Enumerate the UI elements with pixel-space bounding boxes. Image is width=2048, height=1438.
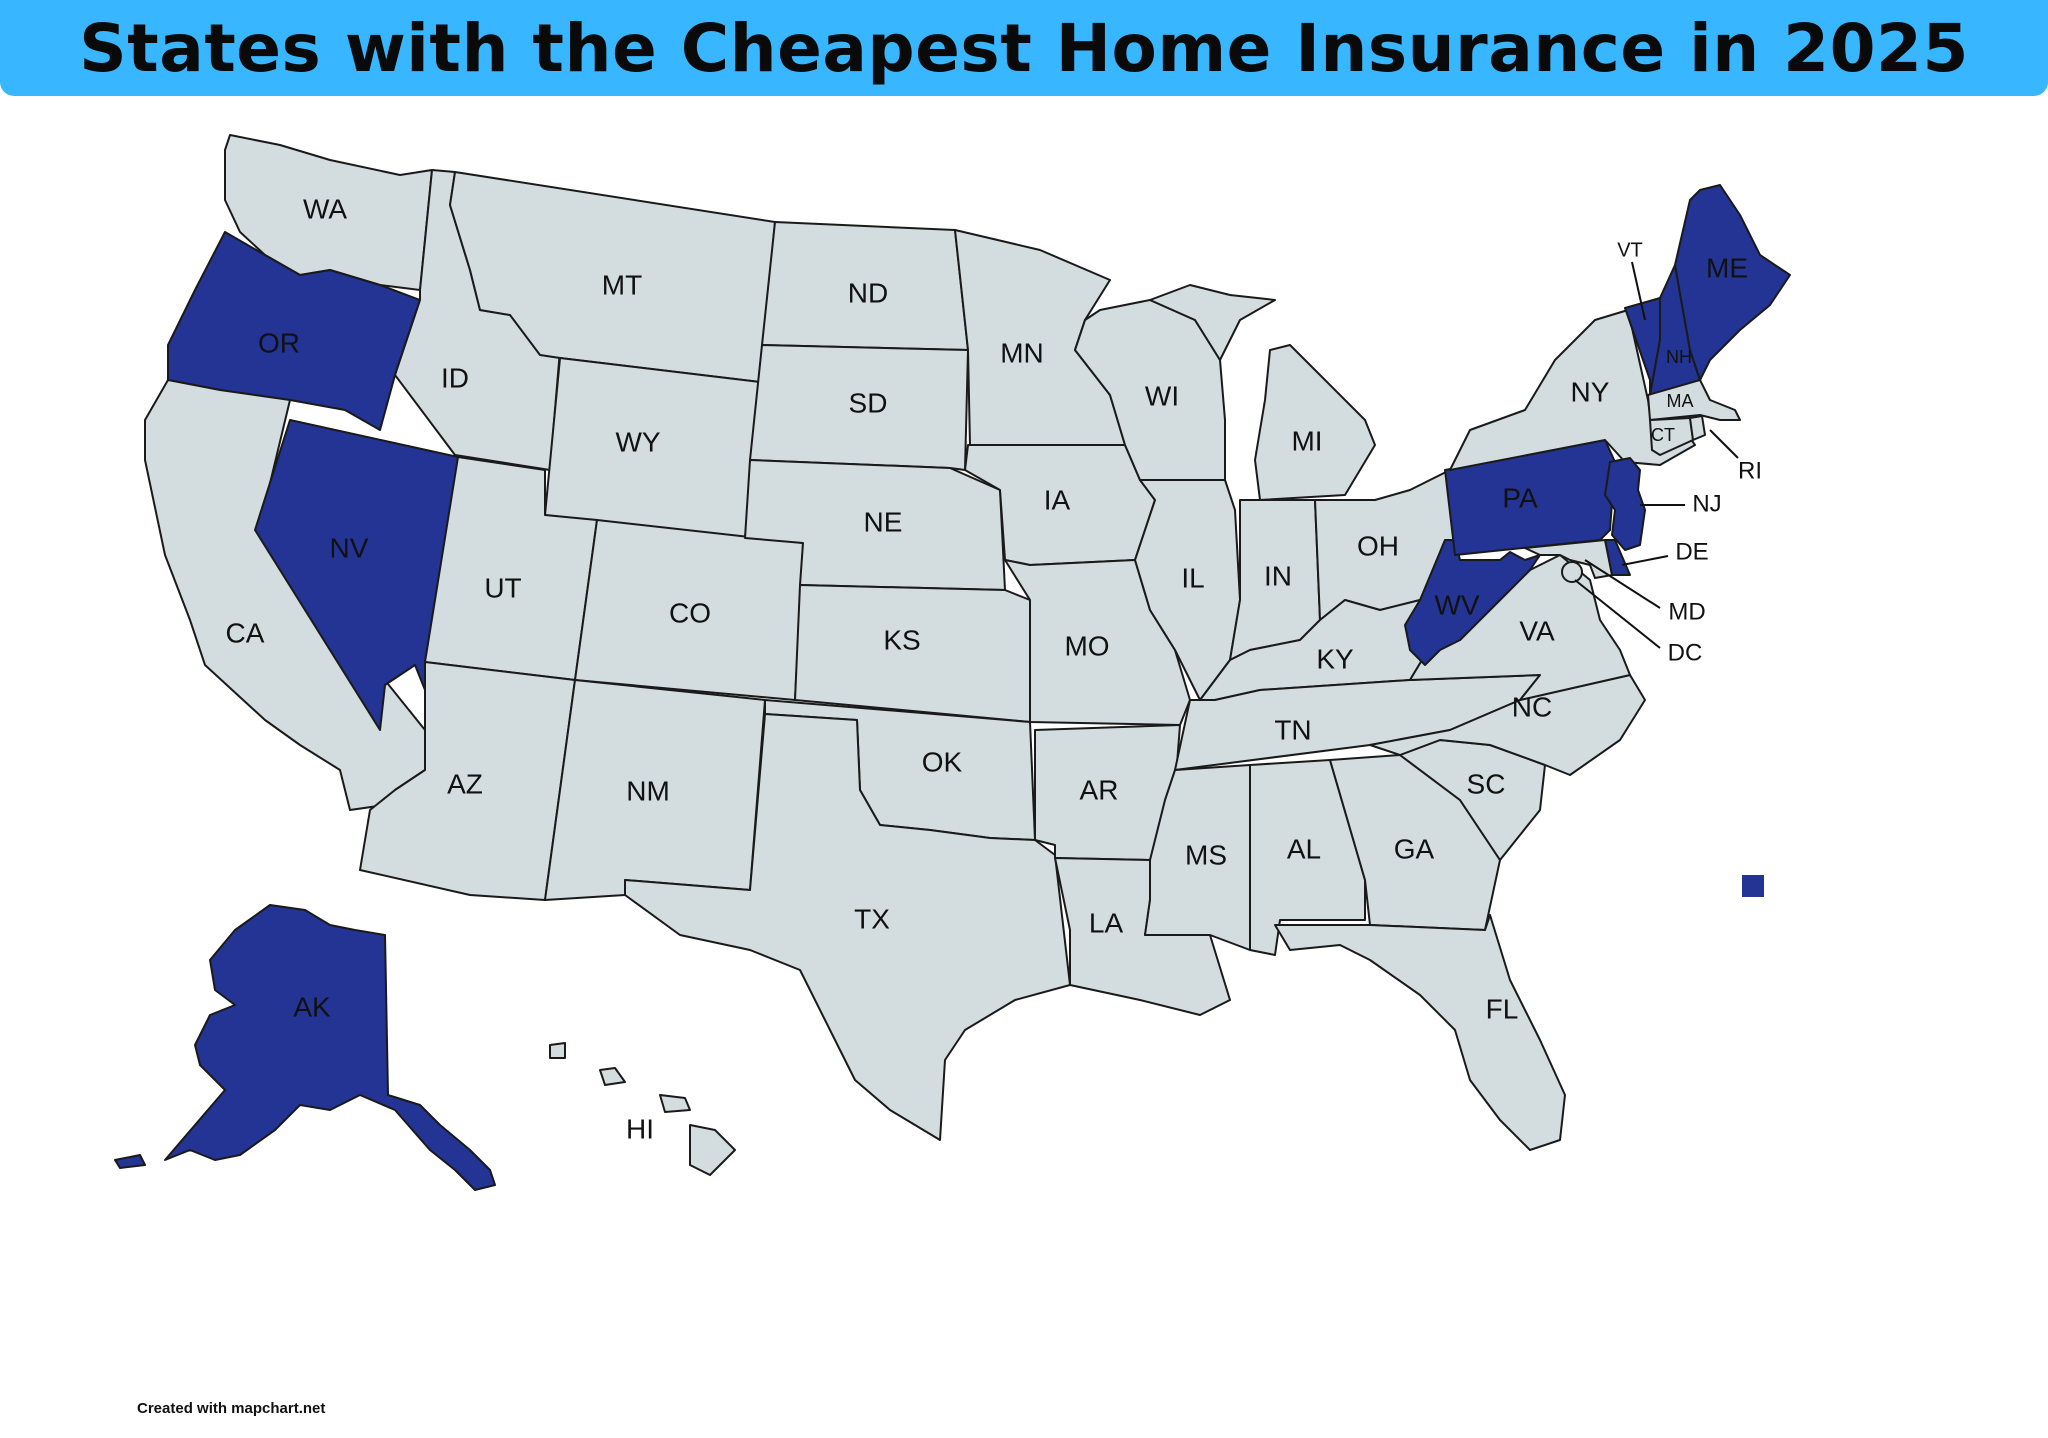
state-ak[interactable] [164, 904, 496, 1191]
label-in: IN [1264, 560, 1292, 591]
state-fl[interactable] [1274, 914, 1566, 1151]
label-id: ID [441, 362, 469, 393]
leader-md [1584, 559, 1661, 609]
label-hi: HI [626, 1113, 654, 1144]
label-ut: UT [484, 572, 521, 603]
label-ny: NY [1571, 376, 1610, 407]
label-fl: FL [1486, 993, 1519, 1024]
label-oh: OH [1357, 530, 1399, 561]
label-ne: NE [864, 506, 903, 537]
label-ri: RI [1738, 457, 1762, 484]
state-sd[interactable] [749, 344, 969, 471]
label-wy: WY [615, 426, 660, 457]
label-vt: VT [1617, 239, 1643, 261]
label-ma: MA [1667, 391, 1694, 411]
state-mo[interactable] [1004, 559, 1191, 726]
label-de: DE [1675, 538, 1708, 565]
label-ks: KS [883, 624, 920, 655]
label-ms: MS [1185, 839, 1227, 870]
state-ct[interactable] [1649, 417, 1694, 456]
label-md: MD [1668, 598, 1705, 625]
state-hi-oahu[interactable] [599, 1067, 626, 1086]
leader-dc [1574, 579, 1661, 649]
label-nh: NH [1666, 347, 1692, 367]
state-tx[interactable] [624, 713, 1071, 1141]
state-mi-up[interactable] [1149, 284, 1276, 361]
state-wi[interactable] [1074, 299, 1226, 481]
label-wa: WA [303, 193, 347, 224]
label-me: ME [1706, 252, 1748, 283]
label-mt: MT [602, 269, 642, 300]
label-mn: MN [1000, 337, 1044, 368]
state-ak-chain[interactable] [114, 1154, 146, 1169]
label-mi: MI [1291, 425, 1322, 456]
leader-ri [1709, 429, 1739, 459]
label-ok: OK [922, 746, 963, 777]
title-bar: States with the Cheapest Home Insurance … [0, 0, 2048, 96]
label-wi: WI [1145, 380, 1179, 411]
label-ga: GA [1394, 833, 1435, 864]
label-sd: SD [849, 387, 888, 418]
state-mi[interactable] [1254, 344, 1376, 501]
label-al: AL [1287, 833, 1321, 864]
leader-vt [1631, 261, 1646, 321]
state-dc[interactable] [1561, 561, 1583, 583]
label-il: IL [1181, 562, 1204, 593]
state-hi-maui[interactable] [659, 1094, 691, 1113]
label-nm: NM [626, 775, 670, 806]
label-nj: NJ [1692, 490, 1721, 517]
label-pa: PA [1502, 482, 1538, 513]
state-wa[interactable] [224, 134, 433, 291]
label-dc: DC [1668, 639, 1703, 666]
label-or: OR [258, 327, 300, 358]
state-hi-kauai[interactable] [549, 1042, 566, 1059]
state-nc[interactable] [1369, 674, 1646, 776]
label-sc: SC [1467, 768, 1506, 799]
label-ak: AK [293, 991, 331, 1022]
legend-swatch [1742, 875, 1764, 897]
state-wv[interactable] [1404, 539, 1541, 666]
page-title: States with the Cheapest Home Insurance … [79, 9, 1969, 87]
label-mo: MO [1064, 630, 1109, 661]
label-la: LA [1089, 907, 1124, 938]
label-ky: KY [1316, 643, 1354, 674]
label-va: VA [1519, 615, 1555, 646]
label-nd: ND [848, 277, 888, 308]
label-tn: TN [1274, 714, 1311, 745]
label-az: AZ [447, 768, 483, 799]
credit-note: Created with mapchart.net [137, 1400, 326, 1417]
label-ar: AR [1080, 774, 1119, 805]
label-ct: CT [1651, 425, 1675, 445]
label-nc: NC [1512, 691, 1552, 722]
state-nj[interactable] [1604, 457, 1646, 551]
leader-de [1621, 555, 1669, 566]
state-or[interactable] [167, 231, 421, 431]
label-wv: WV [1434, 589, 1479, 620]
state-hi-big[interactable] [689, 1124, 736, 1176]
label-nv: NV [330, 532, 369, 563]
label-ca: CA [226, 617, 265, 648]
state-ri[interactable] [1689, 415, 1706, 441]
label-ia: IA [1044, 484, 1071, 515]
label-co: CO [669, 597, 711, 628]
state-md[interactable] [1524, 539, 1613, 579]
label-tx: TX [854, 903, 890, 934]
